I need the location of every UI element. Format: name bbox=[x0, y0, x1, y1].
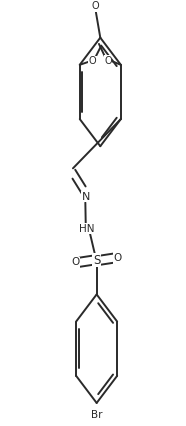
Text: O: O bbox=[91, 1, 99, 12]
Text: O: O bbox=[113, 253, 122, 263]
Text: O: O bbox=[104, 56, 112, 66]
Text: HN: HN bbox=[79, 224, 94, 234]
Text: Br: Br bbox=[91, 411, 102, 420]
Text: N: N bbox=[81, 192, 90, 202]
Text: O: O bbox=[88, 57, 96, 66]
Text: O: O bbox=[72, 257, 80, 267]
Text: S: S bbox=[93, 253, 100, 267]
